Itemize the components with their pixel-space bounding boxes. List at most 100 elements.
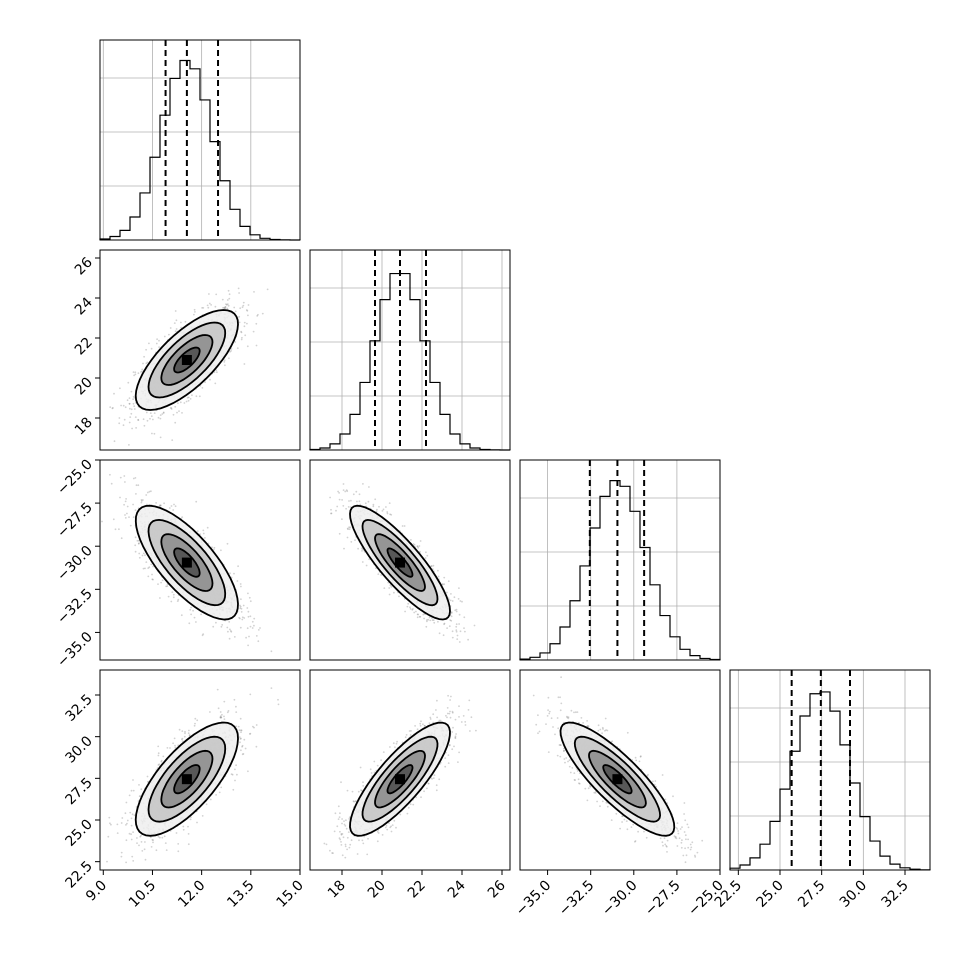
sample-point: [184, 320, 187, 323]
contour-line: [134, 309, 239, 411]
sample-point: [183, 735, 186, 738]
sample-point: [192, 609, 195, 612]
sample-point: [144, 858, 147, 861]
sample-point: [130, 408, 133, 411]
sample-point: [442, 634, 445, 637]
sample-point: [193, 308, 196, 311]
sample-point: [330, 512, 332, 515]
sample-point: [248, 596, 251, 599]
sample-point: [389, 513, 391, 516]
sample-point: [126, 505, 129, 508]
sample-point: [134, 373, 137, 376]
sample-point: [383, 587, 386, 589]
sample-point: [243, 325, 246, 328]
sample-point: [247, 644, 250, 647]
sample-point: [216, 688, 219, 691]
sample-point: [145, 348, 148, 351]
sample-point: [229, 350, 231, 353]
sample-point: [159, 504, 162, 507]
sample-point: [177, 402, 179, 405]
sample-point: [215, 621, 217, 624]
sample-point: [188, 622, 191, 625]
contour-line: [134, 504, 239, 621]
sample-point: [448, 625, 451, 628]
sample-point: [253, 617, 256, 620]
sample-point: [329, 496, 331, 499]
sample-point: [226, 542, 229, 545]
sample-point: [232, 788, 235, 791]
sample-point: [342, 489, 345, 491]
sample-point: [212, 625, 215, 628]
sample-point: [144, 841, 146, 843]
sample-point: [128, 516, 130, 518]
sample-point: [126, 399, 129, 402]
sample-point: [201, 307, 204, 309]
sample-point: [180, 326, 183, 329]
sample-point: [239, 583, 242, 585]
sample-point: [177, 850, 180, 853]
sample-point: [238, 315, 241, 318]
sample-point: [431, 619, 434, 621]
sample-point: [195, 500, 198, 503]
sample-point: [174, 310, 177, 312]
sample-point: [219, 711, 222, 713]
sample-point: [191, 394, 193, 397]
sample-point: [174, 746, 177, 749]
sample-point: [240, 607, 243, 610]
sample-point: [187, 825, 189, 828]
sample-point: [401, 525, 404, 527]
sample-point: [170, 600, 173, 603]
sample-point: [455, 630, 458, 633]
sample-point: [375, 567, 377, 570]
sample-point: [145, 362, 148, 365]
sample-point: [190, 613, 193, 616]
sample-point: [157, 764, 160, 766]
sample-point: [336, 505, 339, 508]
sample-point: [416, 613, 419, 616]
sample-point: [174, 421, 177, 424]
sample-point: [346, 536, 349, 539]
sample-point: [129, 416, 132, 418]
sample-point: [246, 345, 249, 348]
sample-point: [182, 828, 185, 831]
sample-point: [128, 402, 131, 405]
sample-point: [142, 552, 145, 555]
sample-point: [161, 413, 164, 415]
sample-point: [443, 623, 445, 626]
sample-point: [389, 584, 392, 587]
sample-point: [424, 557, 427, 559]
sample-point: [166, 583, 169, 586]
sample-point: [449, 599, 452, 602]
sample-point: [257, 313, 259, 316]
sample-point: [173, 322, 176, 324]
sample-point: [228, 293, 231, 296]
sample-point: [347, 528, 349, 530]
sample-point: [228, 637, 231, 640]
sample-point: [132, 371, 135, 373]
sample-point: [348, 526, 350, 529]
sample-point: [170, 408, 173, 410]
sample-point: [151, 432, 153, 435]
sample-point: [380, 574, 382, 576]
sample-point: [148, 566, 151, 569]
sample-point: [437, 575, 440, 578]
panel-frame: [519, 459, 721, 661]
sample-point: [151, 578, 154, 581]
sample-point: [119, 476, 122, 479]
sample-point: [229, 572, 231, 575]
sample-point: [245, 309, 248, 311]
sample-point: [185, 400, 188, 403]
sample-point: [337, 490, 339, 493]
sample-point: [249, 693, 252, 696]
histogram-0: [99, 59, 301, 241]
sample-point: [457, 598, 460, 600]
sample-point: [163, 502, 166, 505]
sample-point: [122, 404, 125, 407]
sample-point: [443, 622, 446, 625]
sample-point: [458, 623, 460, 625]
sample-point: [158, 339, 160, 342]
sample-point: [247, 592, 249, 595]
sample-point: [177, 598, 180, 601]
sample-point: [141, 554, 144, 557]
sample-point: [255, 635, 258, 637]
